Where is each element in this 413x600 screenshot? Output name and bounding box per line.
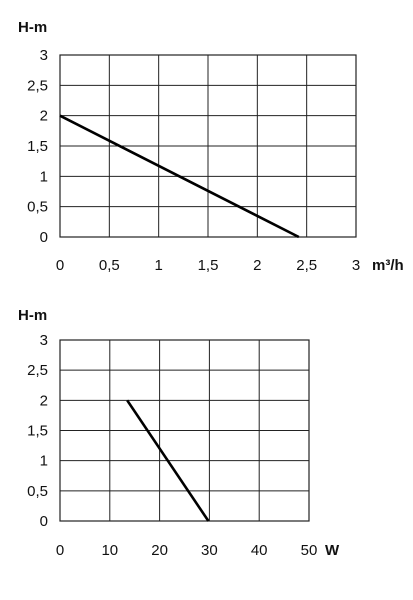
chart2-x-tick-label: 0 bbox=[56, 542, 64, 559]
chart2-series-line-0 bbox=[126, 399, 210, 522]
chart1-y-axis-label: H-m bbox=[18, 19, 47, 36]
chart1-x-tick-label: 3 bbox=[352, 257, 360, 274]
chart1-y-tick-label: 1 bbox=[40, 168, 48, 185]
chart2-y-tick-label: 0 bbox=[40, 513, 48, 530]
chart2-y-axis-label: H-m bbox=[18, 307, 47, 324]
chart1-x-tick-label: 0,5 bbox=[99, 257, 120, 274]
chart2-y-tick-label: 3 bbox=[40, 332, 48, 349]
chart2-y-tick-label: 2 bbox=[40, 392, 48, 409]
chart2-x-tick-label: 20 bbox=[151, 542, 168, 559]
chart1-y-tick-label: 3 bbox=[40, 47, 48, 64]
chart1-x-tick-label: 2,5 bbox=[296, 257, 317, 274]
chart2-y-tick-label: 0,5 bbox=[27, 483, 48, 500]
chart1-x-axis-label: m³/h bbox=[372, 257, 404, 274]
chart1-y-tick-label: 2,5 bbox=[27, 77, 48, 94]
chart2-y-tick-label: 1,5 bbox=[27, 423, 48, 440]
chart1-y-tick-label: 1,5 bbox=[27, 138, 48, 155]
chart2-y-tick-label: 1 bbox=[40, 453, 48, 470]
chart2-plot-frame bbox=[59, 339, 310, 522]
chart1-y-tick-label: 2 bbox=[40, 108, 48, 125]
chart2-y-tick-label: 2,5 bbox=[27, 362, 48, 379]
chart1-y-tick-label: 0,5 bbox=[27, 199, 48, 216]
chart1-y-tick-label: 0 bbox=[40, 229, 48, 246]
chart1-plot-frame bbox=[59, 54, 357, 238]
chart2-x-tick-label: 40 bbox=[251, 542, 268, 559]
chart2-x-tick-label: 30 bbox=[201, 542, 218, 559]
chart1-x-tick-label: 2 bbox=[253, 257, 261, 274]
chart1-x-tick-label: 1 bbox=[154, 257, 162, 274]
chart1-x-tick-label: 1,5 bbox=[198, 257, 219, 274]
chart2-x-tick-label: 50 bbox=[301, 542, 318, 559]
chart1-x-tick-label: 0 bbox=[56, 257, 64, 274]
chart2-x-tick-label: 10 bbox=[101, 542, 118, 559]
chart1-series-line-0 bbox=[59, 114, 300, 239]
chart2-x-axis-label: W bbox=[325, 542, 340, 559]
